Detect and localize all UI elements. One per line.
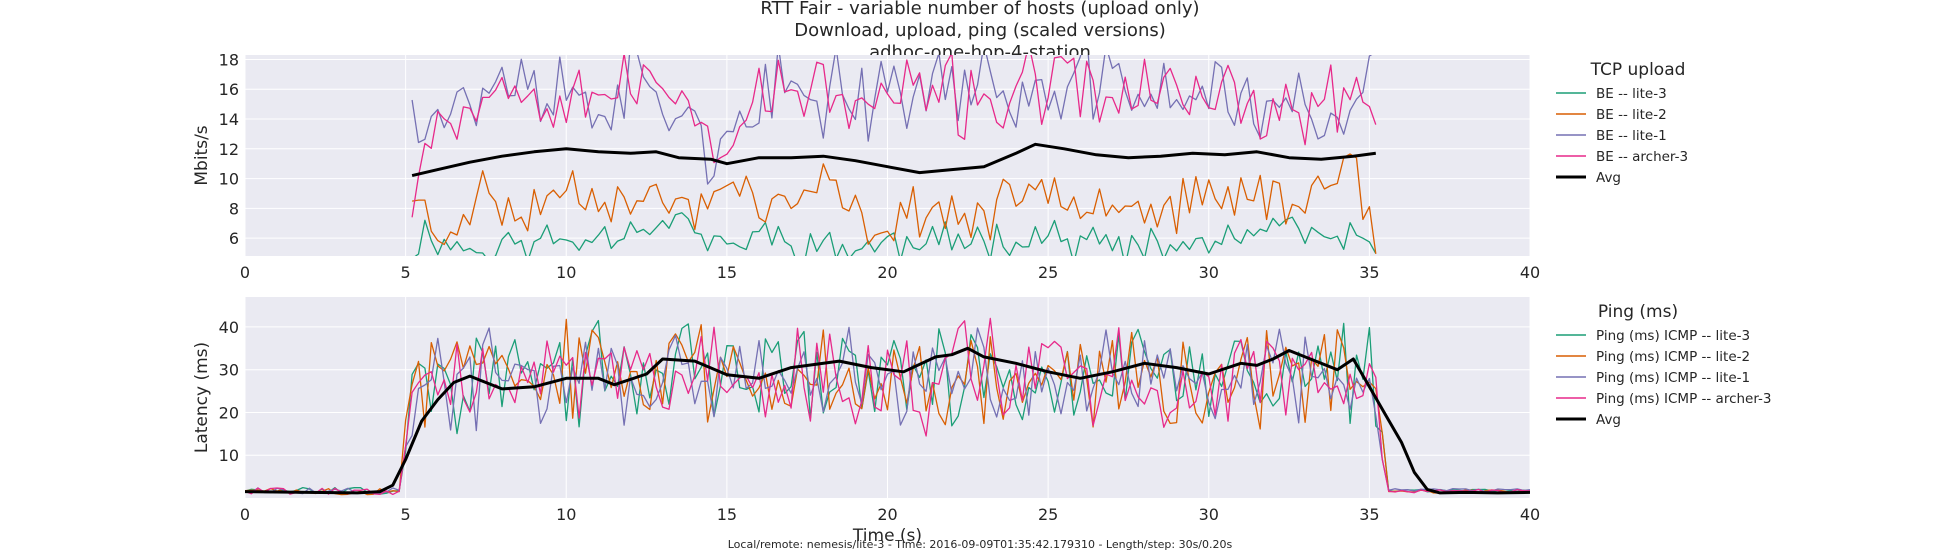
series-group: [245, 317, 1530, 496]
legend-entry: Ping (ms) ICMP -- archer-3: [1596, 391, 1772, 407]
series-line-ping-ms-icmp-lite-3: [245, 319, 1530, 495]
series-line-ping-ms-icmp-archer-3: [245, 317, 1530, 496]
x-tick-label: 0: [240, 505, 250, 524]
x-axis-label: Time (s): [852, 526, 922, 546]
legend: Ping (ms) Ping (ms) ICMP -- lite-3 Ping (m…: [1556, 302, 1772, 428]
x-tick-label: 10: [556, 505, 576, 524]
y-tick-label: 40: [219, 318, 239, 337]
legend-entry: BE -- lite-3: [1596, 86, 1667, 102]
y-tick-label: 14: [219, 110, 239, 129]
title-line-1: RTT Fair - variable number of hosts (upl…: [760, 0, 1199, 19]
x-tick-label: 35: [1359, 263, 1379, 282]
y-tick-label: 10: [219, 170, 239, 189]
series-line-ping-ms-icmp-lite-2: [245, 318, 1530, 496]
series-line-be-archer-3: [411, 55, 1377, 218]
x-tick-label: 30: [1199, 263, 1219, 282]
series-group: [411, 55, 1377, 256]
legend: TCP upload BE -- lite-3 BE -- lite-2 BE -- …: [1556, 60, 1688, 186]
y-tick-label: 10: [219, 446, 239, 465]
ping-panel: 0 5 10 15 20 25 30 35 40 10 20 30 40 Latency (ms) Time…: [192, 297, 1772, 546]
series-line-avg: [245, 346, 1530, 495]
legend-entry: BE -- lite-2: [1596, 107, 1667, 123]
y-axis-label: Latency (ms): [192, 342, 212, 453]
x-tick-label: 20: [877, 505, 897, 524]
x-tick-label: 35: [1359, 505, 1379, 524]
legend-entry: Ping (ms) ICMP -- lite-2: [1596, 349, 1750, 365]
series-line-avg: [411, 142, 1376, 178]
legend-entry: Ping (ms) ICMP -- lite-1: [1596, 370, 1750, 386]
y-tick-label: 18: [219, 50, 239, 69]
x-tick-label: 25: [1038, 505, 1058, 524]
series-line-be-lite-3: [414, 212, 1377, 256]
x-tick-label: 30: [1199, 505, 1219, 524]
legend-entry: Avg: [1596, 412, 1621, 428]
y-tick-label: 12: [219, 140, 239, 159]
y-tick-label: 30: [219, 361, 239, 380]
x-tick-label: 10: [556, 263, 576, 282]
y-tick-label: 20: [219, 403, 239, 422]
x-tick-label: 25: [1038, 263, 1058, 282]
x-tick-label: 5: [401, 505, 411, 524]
footer-text: Local/remote: nemesis/lite-3 - Time: 201…: [728, 538, 1233, 551]
legend-title: Ping (ms): [1598, 302, 1678, 322]
y-tick-label: 6: [229, 229, 239, 248]
x-tick-label: 15: [717, 505, 737, 524]
legend-entry: Ping (ms) ICMP -- lite-3: [1596, 328, 1750, 344]
x-tick-label: 0: [240, 263, 250, 282]
x-tick-label: 40: [1520, 505, 1540, 524]
y-tick-label: 16: [219, 80, 239, 99]
legend-title: TCP upload: [1590, 60, 1686, 80]
legend-entry: Avg: [1596, 170, 1621, 186]
chart-title: RTT Fair - variable number of hosts (upl…: [760, 0, 1199, 63]
x-tick-label: 15: [717, 263, 737, 282]
x-tick-label: 20: [877, 263, 897, 282]
legend-entry: BE -- archer-3: [1596, 149, 1688, 165]
y-tick-label: 8: [229, 199, 239, 218]
title-line-2: Download, upload, ping (scaled versions): [794, 20, 1166, 41]
x-tick-label: 5: [401, 263, 411, 282]
legend-entry: BE -- lite-1: [1596, 128, 1667, 144]
upload-panel: 0 5 10 15 20 25 30 35 40 6 8 10 12 14 16 18 Mbits/s TCP u…: [192, 50, 1688, 282]
series-line-be-lite-2: [411, 153, 1377, 254]
y-axis-label: Mbits/s: [192, 125, 212, 185]
x-tick-label: 40: [1520, 263, 1540, 282]
